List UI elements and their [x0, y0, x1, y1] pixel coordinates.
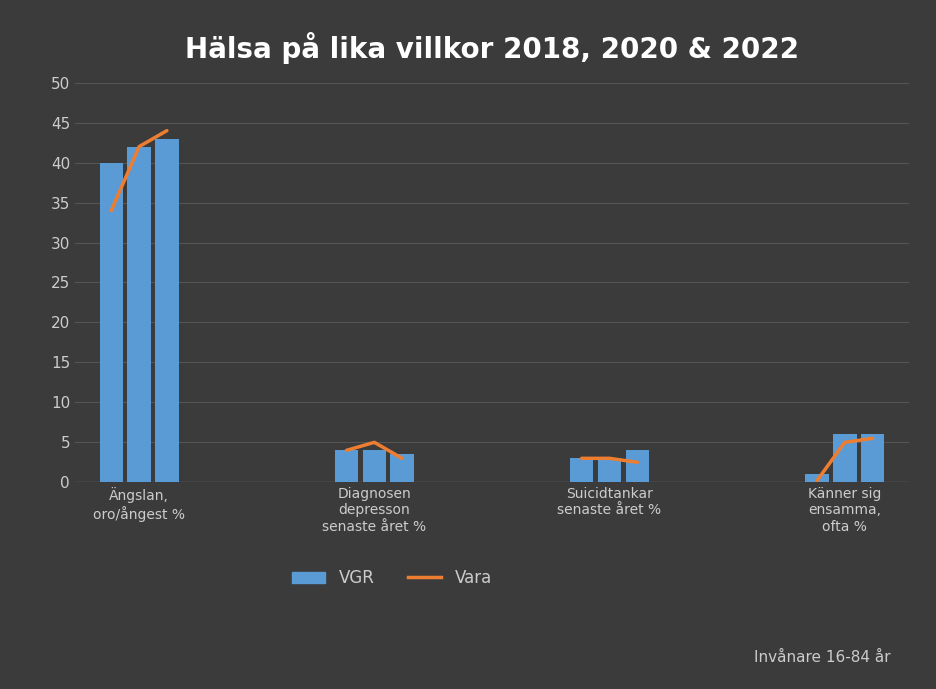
Bar [99, 163, 123, 482]
Bar [390, 454, 414, 482]
Bar [362, 451, 386, 482]
Bar [860, 434, 884, 482]
Bar [625, 451, 649, 482]
Bar [597, 458, 621, 482]
Bar [334, 451, 358, 482]
Bar [804, 474, 827, 482]
Legend: VGR, Vara: VGR, Vara [285, 562, 498, 594]
Title: Hälsa på lika villkor 2018, 2020 & 2022: Hälsa på lika villkor 2018, 2020 & 2022 [184, 32, 798, 63]
Bar [127, 147, 151, 482]
Bar [832, 434, 856, 482]
Bar [569, 458, 592, 482]
Text: Invånare 16-84 år: Invånare 16-84 år [753, 650, 889, 665]
Bar [155, 138, 179, 482]
